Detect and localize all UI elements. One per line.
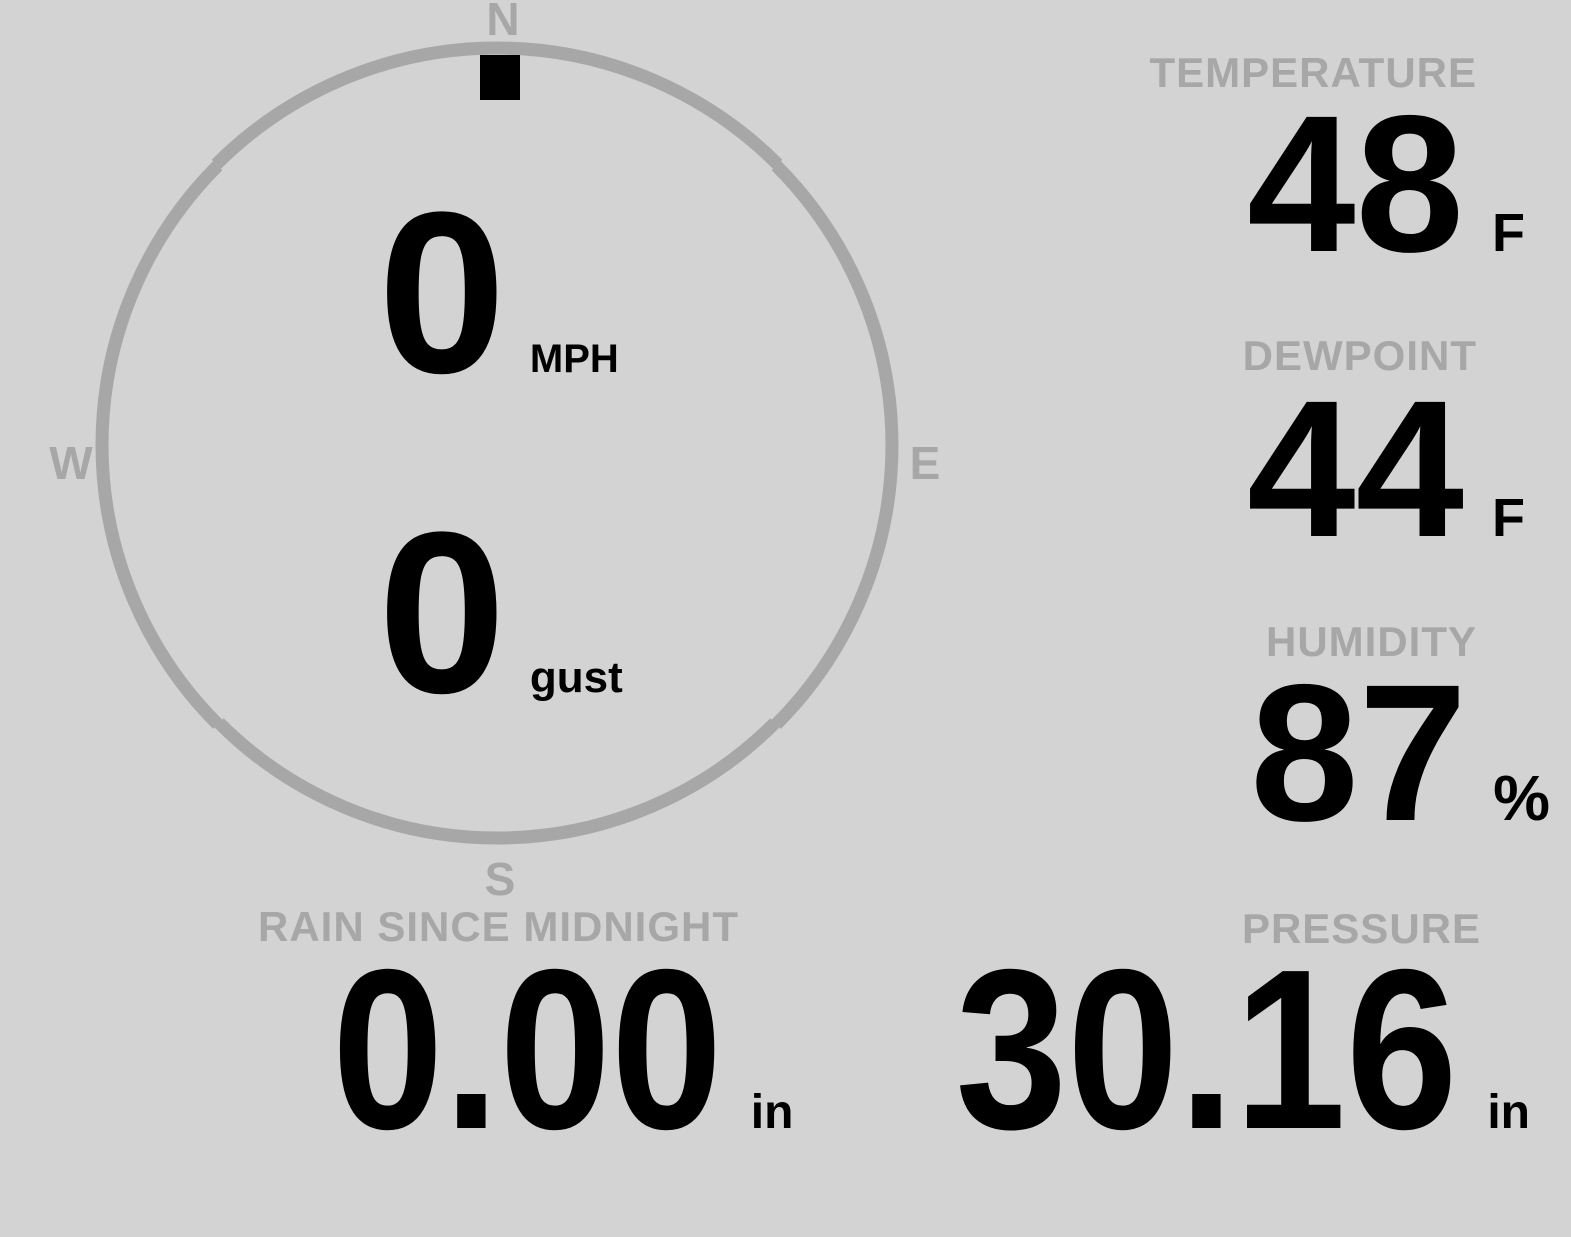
compass-label-west: W	[49, 437, 93, 489]
rain-reading: 0.00 in	[332, 936, 793, 1164]
compass-arc-east	[771, 161, 899, 729]
compass-label-south: S	[484, 853, 516, 905]
pressure-label: PRESSURE	[1241, 905, 1481, 952]
wind-speed-unit: MPH	[529, 337, 619, 381]
temperature-label: TEMPERATURE	[1149, 49, 1477, 96]
temperature-value: 48	[1247, 75, 1464, 293]
wind-gust-unit: gust	[529, 653, 623, 702]
wind-speed-value: 0	[378, 164, 506, 421]
humidity-reading: 87 %	[1250, 656, 1550, 851]
pressure-reading: 30.16 in	[887, 936, 1530, 1164]
compass-label-east: E	[909, 437, 941, 489]
humidity-unit: %	[1493, 762, 1550, 834]
wind-gust: 0 gust	[378, 498, 623, 728]
humidity-value: 87	[1250, 644, 1468, 862]
rain-unit: in	[750, 1086, 794, 1139]
wind-gust-value: 0	[378, 484, 506, 741]
rain-value: 0.00	[332, 923, 723, 1177]
pressure-value: 30.16	[955, 923, 1458, 1177]
compass-arc-west	[95, 161, 223, 729]
dewpoint-label: DEWPOINT	[1242, 332, 1477, 379]
dewpoint-value: 44	[1247, 360, 1464, 578]
compass-arc-south	[214, 718, 780, 845]
wind-speed: 0 MPH	[378, 178, 619, 408]
temperature-unit: F	[1492, 203, 1525, 263]
temperature-reading: 48 F	[1247, 87, 1525, 282]
pressure-unit: in	[1487, 1086, 1530, 1139]
dewpoint-reading: 44 F	[1247, 372, 1525, 567]
compass-arc-north	[211, 41, 783, 169]
compass-label-north: N	[486, 0, 520, 45]
rain-label: RAIN SINCE MIDNIGHT	[258, 903, 739, 950]
wind-direction-marker-icon	[480, 55, 520, 100]
dewpoint-unit: F	[1492, 488, 1525, 548]
humidity-label: HUMIDITY	[1266, 618, 1477, 665]
